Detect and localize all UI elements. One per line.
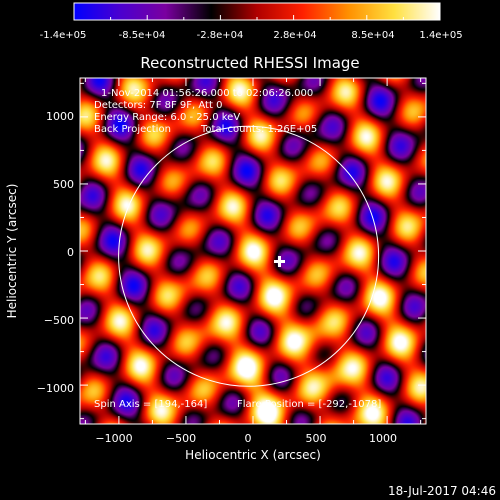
solar-limb-circle (118, 125, 380, 387)
x-axis-label: Heliocentric X (arcsec) (185, 448, 321, 462)
spin-axis-marker (274, 256, 285, 267)
footer-timestamp: 18-Jul-2017 04:46 (388, 484, 496, 498)
y-tick-label: 0 (67, 246, 74, 259)
y-tick-label: −500 (44, 314, 74, 327)
heatmap-raster (80, 78, 426, 424)
flare-position-annotation: Flare Position = [-292,-1078] (237, 399, 381, 410)
annotation-block: 1-Nov-2014 01:56:26.000 to 02:06:26.000 … (94, 88, 381, 410)
colorbar-tick-label: -1.4e+05 (40, 30, 87, 41)
x-tick-label: −500 (166, 432, 196, 445)
colorbar-tick-label: 2.8e+04 (273, 30, 316, 41)
y-tick-label: 1000 (46, 110, 74, 123)
chart-title: Reconstructed RHESSI Image (140, 54, 359, 72)
x-tick-label: 500 (306, 432, 327, 445)
y-axis-label: Heliocentric Y (arcsec) (5, 184, 19, 319)
heatmap-image (80, 78, 426, 424)
x-tick-label: 0 (245, 432, 252, 445)
x-tick-label: −1000 (95, 432, 132, 445)
total-counts-annotation: Total counts: 1.26E+05 (200, 124, 317, 135)
y-tick-label: 500 (53, 178, 74, 191)
energy-range-annotation: Energy Range: 6.0 - 25.0 keV (94, 112, 240, 123)
detectors-annotation: Detectors: 7F 8F 9F, Att 0 (94, 100, 222, 111)
colorbar-tick-label: 1.4e+05 (419, 30, 462, 41)
colorbar-ticks (73, 15, 441, 20)
colorbar: -1.4e+05 -8.5e+04 -2.8e+04 2.8e+04 8.5e+… (40, 2, 463, 41)
time-range-annotation: 1-Nov-2014 01:56:26.000 to 02:06:26.000 (101, 88, 313, 99)
spin-axis-annotation: Spin Axis = [194,-164] (94, 399, 207, 410)
axis-ticks (80, 78, 426, 424)
x-tick-label: 1000 (369, 432, 397, 445)
y-tick-label: −1000 (37, 382, 74, 395)
method-annotation: Back Projection (94, 124, 171, 135)
colorbar-tick-label: -8.5e+04 (119, 30, 166, 41)
colorbar-tick-label: -2.8e+04 (197, 30, 244, 41)
colorbar-tick-label: 8.5e+04 (351, 30, 394, 41)
